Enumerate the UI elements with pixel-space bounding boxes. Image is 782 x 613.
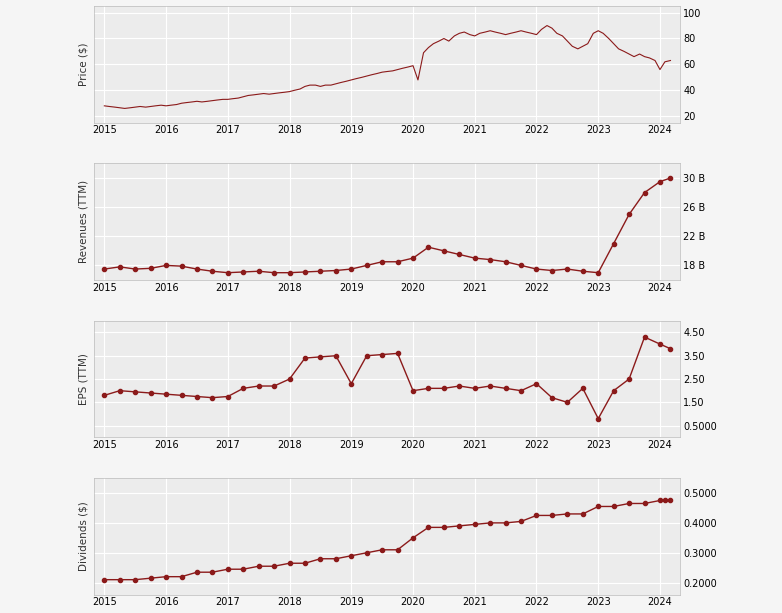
Y-axis label: Price ($): Price ($) [78,43,88,86]
Y-axis label: EPS (TTM): EPS (TTM) [78,353,88,405]
Y-axis label: Dividends ($): Dividends ($) [78,501,88,571]
Y-axis label: Revenues (TTM): Revenues (TTM) [78,180,88,263]
